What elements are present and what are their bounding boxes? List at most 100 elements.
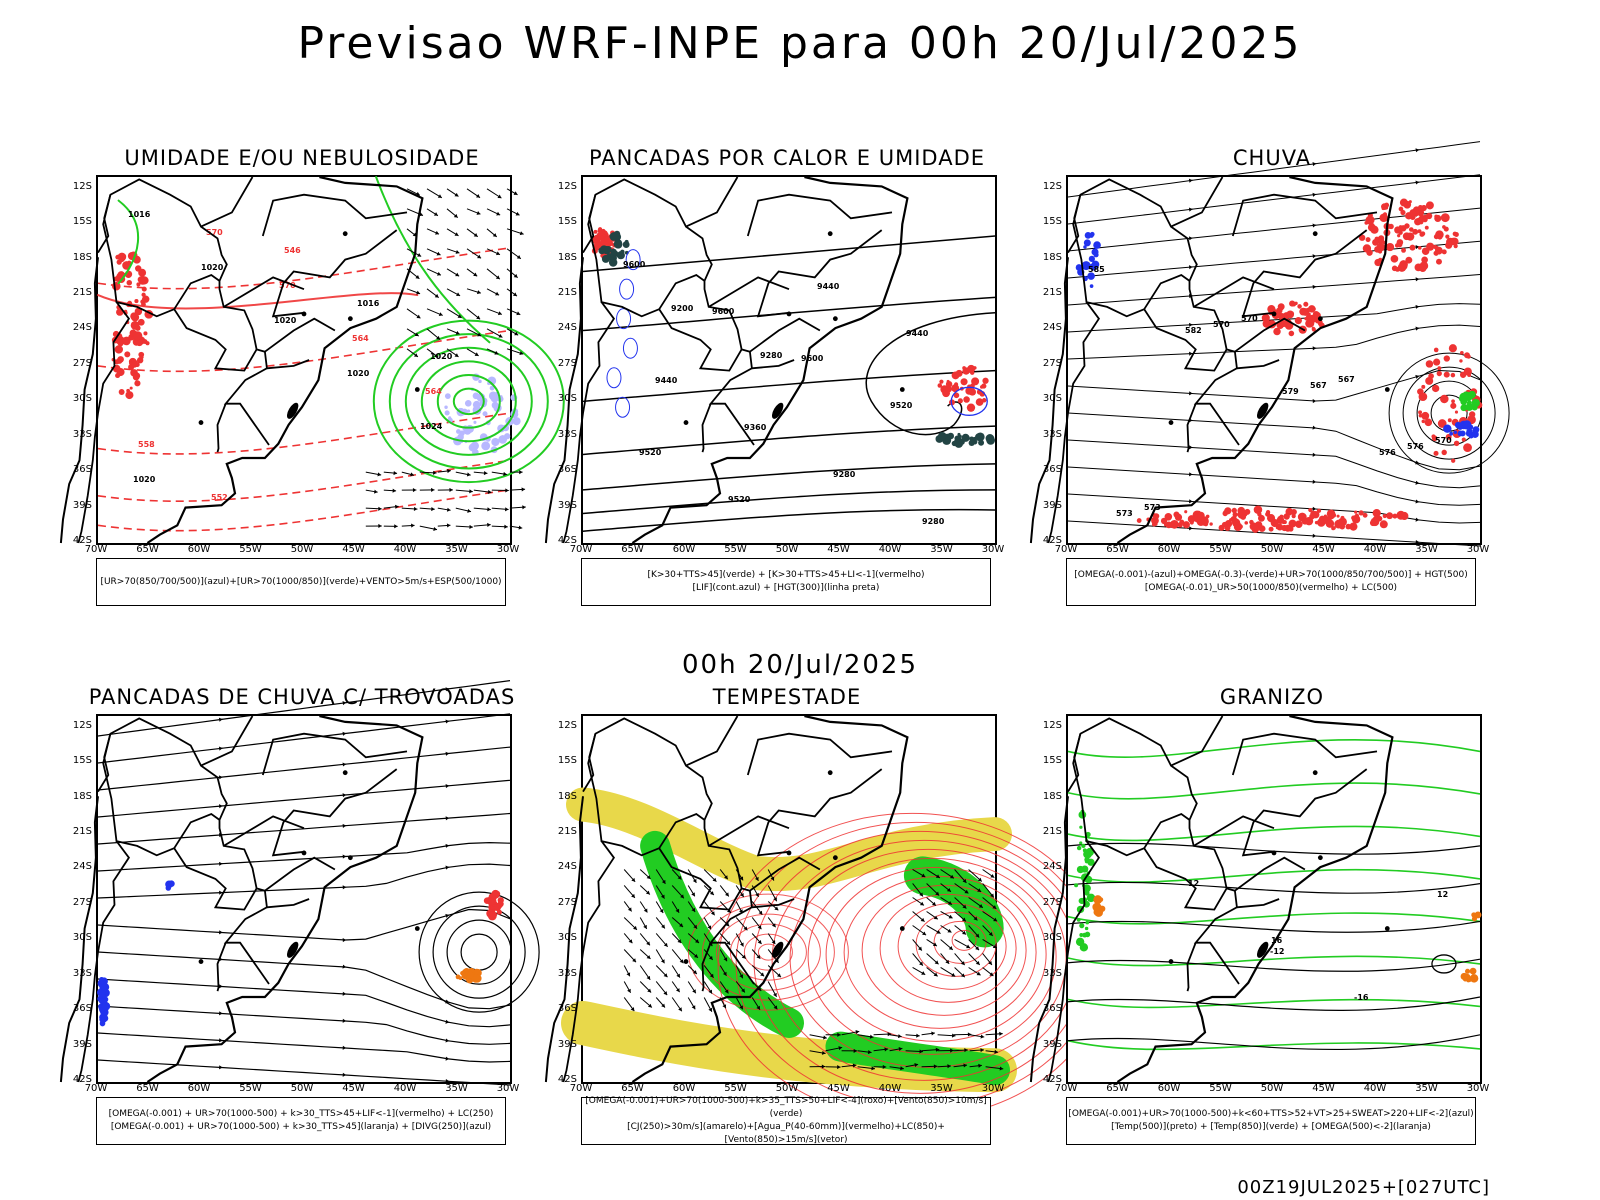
lon-tick-label: 40W [878, 544, 902, 555]
lon-tick-label: 30W [1466, 1083, 1490, 1094]
lat-tick-label: 39S [72, 1038, 92, 1050]
lon-tick-label: 60W [672, 544, 696, 555]
lat-tick-label: 18S [557, 790, 577, 802]
lon-tick-label: 60W [1157, 544, 1181, 555]
lon-tick-label: 50W [1260, 1083, 1284, 1094]
lon-tick-label: 40W [1363, 544, 1387, 555]
lon-tick-label: 70W [569, 1083, 593, 1094]
lat-tick-label: 21S [72, 287, 92, 299]
contour-label: 582 [1185, 326, 1202, 335]
contour-label: 576 [1407, 442, 1424, 451]
lon-tick-label: 45W [342, 1083, 365, 1094]
lat-tick-label: 21S [557, 826, 577, 838]
lat-tick-label: 36S [1042, 464, 1062, 476]
panel-legend: [OMEGA(-0.001)-(azul)+OMEGA(-0.3)-(verde… [1066, 558, 1476, 606]
contour-label: 564 [425, 387, 442, 396]
lat-tick-label: 21S [557, 287, 577, 299]
contour-label: 9440 [906, 329, 929, 338]
lat-tick-label: 30S [557, 393, 577, 405]
lon-tick-label: 35W [1415, 544, 1438, 555]
contour-label: 1020 [347, 369, 370, 378]
lon-tick-label: 70W [569, 544, 593, 555]
contour-label: 9280 [922, 517, 945, 526]
lat-tick-label: 30S [1042, 393, 1062, 405]
map-canvas: 585 582 579 576 573 570 567 576 573 570 567 570 [1029, 141, 1510, 547]
lon-tick-label: 60W [187, 1083, 211, 1094]
panel-legend: [UR>70(850/700/500)](azul)+[UR>70(1000/8… [96, 558, 506, 606]
lon-tick-label: 45W [1312, 1083, 1335, 1094]
lat-tick-label: 42S [1042, 535, 1062, 546]
lat-tick-label: 27S [557, 357, 577, 369]
map-frame [59, 680, 540, 1086]
lon-tick-label: 40W [393, 544, 417, 555]
lon-tick-label: 55W [1209, 1083, 1232, 1094]
contour-label: 1020 [133, 475, 156, 484]
contour-label: 9600 [712, 307, 735, 316]
legend-line: [UR>70(850/700/500)](azul)+[UR>70(1000/8… [100, 576, 502, 587]
lat-tick-label: 15S [557, 216, 577, 228]
contour-label: 564 [352, 334, 369, 343]
lat-tick-label: 24S [557, 322, 577, 334]
map-canvas [544, 714, 1107, 1120]
lon-tick-label: 35W [930, 1083, 953, 1094]
lat-tick-label: 42S [557, 535, 577, 546]
lat-tick-label: 18S [557, 251, 577, 263]
lon-tick-label: 55W [724, 1083, 747, 1094]
lon-tick-label: 55W [239, 544, 262, 555]
lon-tick-label: 70W [84, 544, 108, 555]
lon-tick-label: 55W [724, 544, 747, 555]
map-frame: 12 16 -16 12 -12 [1029, 714, 1482, 1084]
lat-tick-label: 24S [557, 861, 577, 873]
lat-tick-label: 12S [72, 719, 92, 731]
legend-line: [OMEGA(-0.001)-(azul)+OMEGA(-0.3)-(verde… [1074, 570, 1468, 580]
map-frame: 1016 1020 1020 1020 1024 1020 570 570 564 564 558 5… [59, 175, 565, 545]
lat-tick-label: 12S [557, 180, 577, 192]
contour-label: 12 [1437, 890, 1448, 899]
lat-tick-label: 42S [1042, 1074, 1062, 1085]
lat-tick-label: 12S [72, 180, 92, 192]
lat-tick-label: 15S [1042, 216, 1062, 228]
lat-tick-label: 27S [557, 896, 577, 908]
lat-tick-label: 21S [72, 826, 92, 838]
contour-label: 570 [206, 228, 223, 237]
contour-label: 12 [1188, 879, 1199, 888]
lat-tick-label: 42S [72, 535, 92, 546]
legend-line: [OMEGA(-0.001) + UR>70(1000-500) + k>30_… [110, 1122, 492, 1132]
map-canvas: 9600 9600 9600 9520 9520 9520 9440 9440 9440 9360… [544, 175, 996, 544]
panel-title: CHUVA [1232, 146, 1312, 170]
contour-label: 585 [1088, 265, 1105, 274]
lon-tick-label: 45W [827, 544, 850, 555]
contour-label: 16 [1271, 936, 1283, 945]
lat-tick-label: 15S [557, 755, 577, 767]
contour-label: 9600 [801, 354, 824, 363]
lat-tick-label: 24S [1042, 861, 1062, 873]
panel-title: GRANIZO [1219, 685, 1325, 709]
lat-tick-label: 42S [557, 1074, 577, 1085]
main-title: Previsao WRF-INPE para 00h 20/Jul/2025 [297, 18, 1303, 69]
lat-tick-label: 33S [1042, 967, 1062, 979]
lon-tick-label: 30W [496, 544, 520, 555]
lon-tick-label: 40W [878, 1083, 902, 1094]
contour-label: -12 [1270, 947, 1284, 956]
contour-label: 9280 [833, 470, 856, 479]
lon-tick-label: 60W [1157, 1083, 1181, 1094]
lat-tick-label: 15S [72, 216, 92, 228]
legend-line: [OMEGA(-0.01)_UR>50(1000/850)(vermelho) … [1144, 583, 1398, 593]
lon-tick-label: 65W [621, 544, 644, 555]
lat-tick-label: 12S [1042, 180, 1062, 192]
map-frame: 9600 9600 9600 9520 9520 9520 9440 9440 9440 9360… [544, 175, 997, 545]
legend-line: [OMEGA(-0.001)+UR>70(1000-500)+k>35_TTS>… [585, 1096, 987, 1119]
lat-tick-label: 12S [1042, 719, 1062, 731]
lon-tick-label: 65W [136, 544, 159, 555]
lon-tick-label: 65W [136, 1083, 159, 1094]
contour-label: 570 [279, 281, 296, 290]
contour-label: 1024 [420, 422, 443, 431]
panel-title: UMIDADE E/OU NEBULOSIDADE [124, 146, 480, 170]
lat-tick-label: 18S [72, 251, 92, 263]
panel-legend: [OMEGA(-0.001)+UR>70(1000-500)+k<60+TTS>… [1066, 1097, 1476, 1145]
lat-tick-label: 21S [1042, 287, 1062, 299]
contour-label: 9520 [728, 495, 751, 504]
lon-tick-label: 40W [1363, 1083, 1387, 1094]
contour-label: 1020 [430, 352, 453, 361]
map-frame [544, 714, 1107, 1120]
